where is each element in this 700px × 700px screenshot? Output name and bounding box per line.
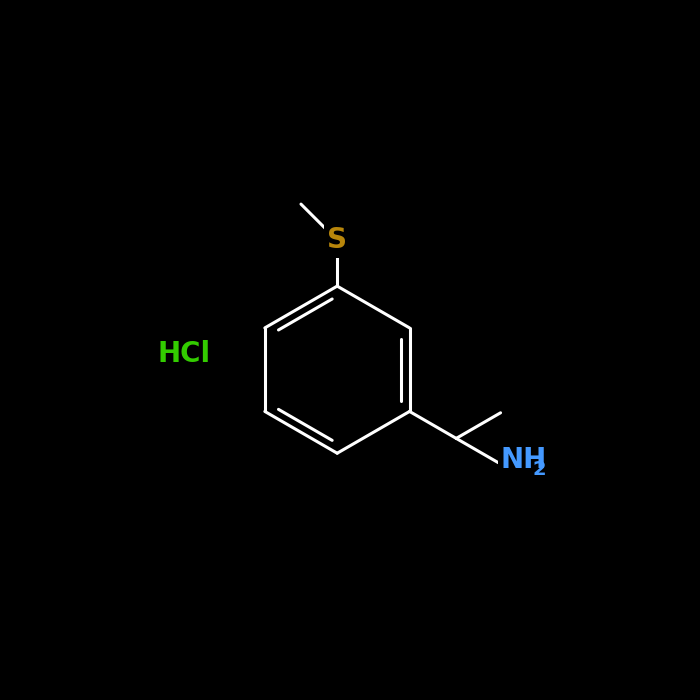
Text: HCl: HCl [157,340,210,368]
Text: 2: 2 [532,460,546,479]
Text: S: S [327,226,347,254]
Text: NH: NH [501,446,547,474]
